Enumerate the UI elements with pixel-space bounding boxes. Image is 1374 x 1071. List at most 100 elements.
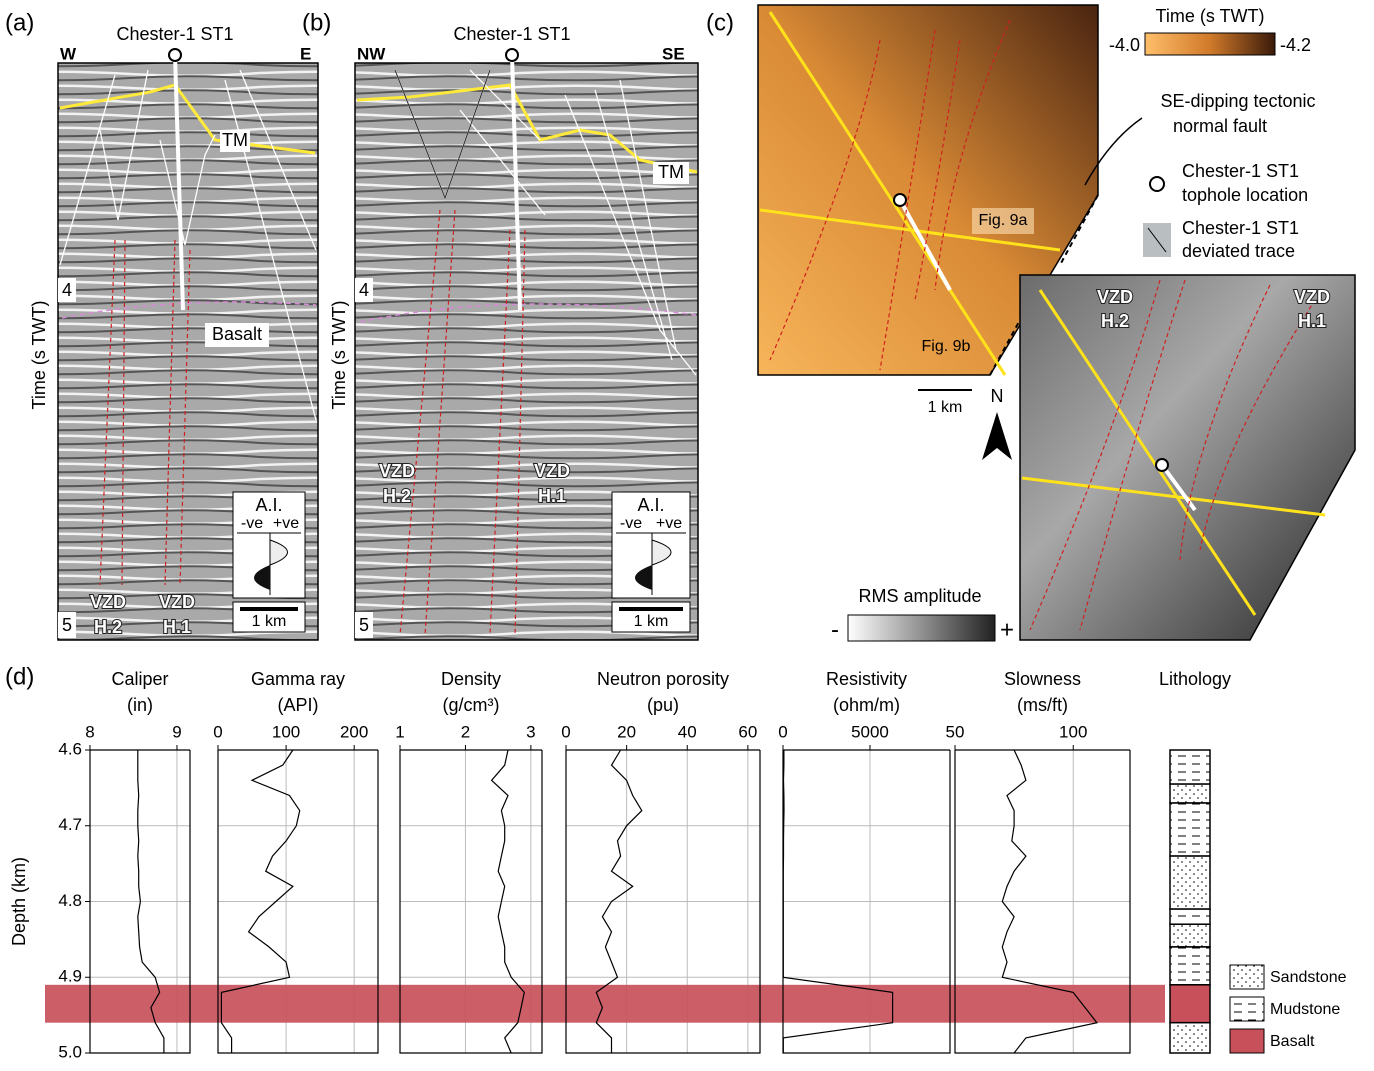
- track-title: Neutron porosity: [597, 669, 729, 689]
- x-tick-label: 5000: [851, 722, 889, 741]
- panel-c: (c) Time (s TWT) -4.0 -4.2 SE-dipping te…: [706, 4, 1356, 643]
- north-arrow: [982, 412, 1012, 460]
- tick-label: 5: [359, 615, 369, 635]
- x-tick-label: 0: [561, 722, 570, 741]
- fault-label: VZD: [90, 592, 126, 612]
- y-axis-label: Depth (km): [9, 857, 29, 946]
- vzd-fault: [769, 19, 1316, 631]
- x-tick-label: 100: [272, 722, 300, 741]
- track-title: Resistivity: [826, 669, 907, 689]
- colorbar-min: -4.0: [1109, 35, 1140, 55]
- lithology-interval: [1169, 923, 1211, 948]
- ai-wavelet: [635, 565, 652, 590]
- log-curve: [595, 749, 643, 1053]
- basalt-horizon: [359, 303, 697, 323]
- ai-key: [611, 491, 691, 599]
- basalt-horizon: [61, 301, 317, 319]
- track-unit: (ohm/m): [833, 695, 900, 715]
- legend-label: Basalt: [1270, 1033, 1315, 1050]
- tick-label: 5: [62, 615, 72, 635]
- lithology-interval: [1169, 802, 1211, 857]
- seismic-line: [759, 11, 1326, 616]
- track-unit: (API): [277, 695, 318, 715]
- scale-label: 1 km: [634, 613, 669, 630]
- x-tick-label: 20: [617, 722, 636, 741]
- log-curve: [220, 749, 301, 1053]
- panel-d: (d) 8 9 4.6 4.7 4.8 4.9 5.0 Caliper (in) Depth (k…: [5, 663, 1347, 1061]
- colorbar-title: RMS amplitude: [858, 586, 981, 606]
- track-title: Slowness: [1004, 669, 1081, 689]
- x-tick-label: 100: [1059, 722, 1087, 741]
- track-title: Lithology: [1159, 669, 1231, 689]
- annotation: SE-dipping tectonic: [1160, 91, 1315, 111]
- x-tick-label: 2: [461, 722, 470, 741]
- track-title: Caliper: [111, 669, 168, 689]
- x-tick-label: 0: [213, 722, 222, 741]
- colorbar-min: -: [831, 616, 839, 643]
- x-tick-label: 3: [526, 722, 535, 741]
- annotation: normal fault: [1173, 116, 1267, 136]
- basalt-band: [45, 984, 1165, 1023]
- panel-label: (d): [5, 663, 34, 690]
- direction-label: E: [300, 44, 311, 63]
- ai-pos: +ve: [656, 515, 682, 532]
- fault-label: VZD: [1294, 287, 1330, 307]
- x-tick-label: 60: [738, 722, 757, 741]
- fault-label: VZD: [379, 461, 415, 481]
- horizon-label: TM: [222, 130, 248, 150]
- lithology-interval: [1169, 908, 1211, 925]
- well-trace: [898, 199, 952, 291]
- tick-label: 4: [62, 280, 72, 300]
- legend-label: Sandstone: [1270, 969, 1347, 986]
- direction-label: SE: [662, 44, 685, 63]
- track-frame: [782, 750, 951, 1054]
- legend-symbol: [1149, 176, 1165, 192]
- scale-label: 1 km: [928, 399, 963, 416]
- x-tick-label: 8: [85, 722, 94, 741]
- x-tick-label: 1: [395, 722, 404, 741]
- label-box: [58, 278, 76, 302]
- basalt-label: Basalt: [212, 324, 262, 344]
- fault-label: H.1: [1298, 311, 1326, 331]
- direction-label: W: [60, 44, 77, 63]
- legend-swatch: [1229, 996, 1265, 1022]
- ai-wavelet: [254, 565, 270, 590]
- well-top: [893, 193, 907, 207]
- label-box: [220, 130, 250, 152]
- panel-label: (b): [302, 9, 331, 36]
- track-unit: (in): [127, 695, 153, 715]
- panel-a: (a) Chester-1 ST1 W E TM Basalt Time (s …: [5, 9, 319, 641]
- rms-map: [1019, 274, 1356, 641]
- y-tick-label: 4.8: [58, 891, 82, 910]
- ai-title: A.I.: [637, 495, 664, 515]
- fault-label: VZD: [534, 461, 570, 481]
- log-curve: [490, 749, 525, 1054]
- y-tick-label: 5.0: [58, 1042, 82, 1061]
- well-trace: [173, 54, 185, 311]
- horizon: [356, 83, 698, 174]
- label-box: [972, 208, 1034, 234]
- vzd-fault: [399, 209, 526, 636]
- legend-text: deviated trace: [1182, 241, 1295, 261]
- track-frame: [89, 750, 191, 1054]
- well-trace: [510, 54, 522, 311]
- track-frame: [399, 750, 543, 1054]
- lithology-interval: [1169, 749, 1211, 785]
- track-frame: [954, 750, 1131, 1054]
- panel-label: (a): [5, 9, 34, 36]
- legend-swatch: [1229, 1028, 1265, 1054]
- legend-text: tophole location: [1182, 185, 1308, 205]
- annotation-arrow: [1084, 117, 1143, 186]
- map-edge: [989, 194, 1099, 376]
- track-unit: (g/cm³): [443, 695, 500, 715]
- y-tick-label: 4.9: [58, 967, 82, 986]
- track-unit: (pu): [647, 695, 679, 715]
- label-box: [355, 278, 373, 302]
- colorbar-max: -4.2: [1280, 35, 1311, 55]
- legend-text: Chester-1 ST1: [1182, 161, 1299, 181]
- colorbar-title: Time (s TWT): [1156, 6, 1265, 26]
- north-label: N: [991, 386, 1004, 406]
- line-label: Fig. 9a: [979, 212, 1028, 229]
